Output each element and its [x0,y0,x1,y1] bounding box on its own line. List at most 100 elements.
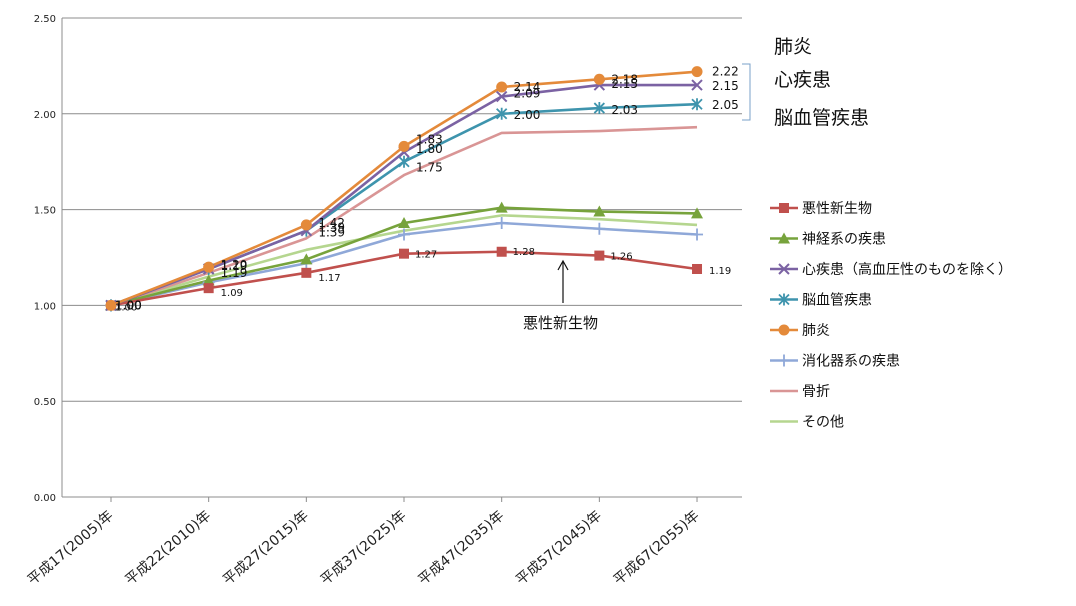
data-point [692,263,703,274]
x-tick-label: 平成67(2055)年 [611,508,703,589]
data-point [691,66,703,78]
data-label: 1.28 [513,247,535,258]
data-label: 1.00 [115,298,142,312]
data-point [399,248,410,259]
data-point [593,73,605,85]
legend-swatch-marker [778,293,790,306]
data-point [691,98,703,111]
data-point [691,228,704,241]
y-tick-label: 2.50 [34,14,56,25]
y-axis-ticks: 0.00 0.50 1.00 1.50 2.00 2.50 [34,14,56,504]
legend-label: 肺炎 [802,323,830,339]
data-label: 1.00 [115,298,142,312]
data-point [495,90,508,103]
x-tick-label: 平成27(2015)年 [220,508,312,589]
group-label-heart-disease: 心疾患 [774,69,831,91]
legend-label: その他 [802,415,844,431]
x-axis-ticks: 平成17(2005)年 平成22(2010)年 平成27(2015)年 平成37(20… [25,508,703,589]
data-label: 1.19 [221,259,248,273]
data-point [495,201,508,213]
y-tick-label: 0.00 [34,493,56,504]
series-markers [105,66,704,312]
data-label: 1.26 [610,252,632,263]
data-point [496,246,507,257]
data-label: 1.42 [318,216,345,230]
data-point [203,261,215,273]
legend-label: 心疾患（高血圧性のものを除く） [802,261,1012,278]
data-label: 1.00 [115,298,142,312]
legend-swatch-marker [778,324,790,336]
data-label: 1.19 [709,266,731,277]
axes [61,18,742,502]
data-label: 1.83 [416,132,443,146]
data-point [593,205,606,217]
data-label: 2.18 [611,72,638,86]
data-point [495,217,508,230]
data-point [300,219,312,231]
series-lines [110,70,698,307]
data-point [496,107,508,120]
data-label: 1.20 [221,258,248,272]
data-label: 1.19 [221,266,248,280]
annotations: 肺炎 心疾患 脳血管疾患 悪性新生物 [523,36,869,332]
x-tick-label: 平成37(2025)年 [318,508,410,589]
data-label: 2.09 [514,87,541,101]
data-label: 1.80 [416,142,443,156]
data-point [594,250,605,261]
data-label: 2.15 [611,77,638,91]
x-tick-label: 平成57(2045)年 [513,508,605,589]
data-point [398,140,410,152]
data-point [105,299,117,311]
legend-swatch-marker [778,232,790,244]
legend-swatch-marker [779,203,789,213]
data-label: 2.05 [712,98,739,112]
legend-label: 神経系の疾患 [802,232,886,248]
data-point [496,81,508,93]
x-tick-label: 平成22(2010)年 [122,508,214,589]
legend-swatch-marker [778,354,790,367]
data-label: 2.15 [712,79,739,93]
data-label: 1.39 [318,221,345,235]
data-label: 2.22 [712,65,739,79]
legend-swatch-marker [778,263,790,275]
legend-label: 悪性新生物 [802,201,872,217]
data-point [203,283,214,294]
group-label-pneumonia: 肺炎 [774,36,812,58]
legend-label: 脳血管疾患 [802,293,872,309]
data-point [398,228,411,241]
group-label-cerebrovascular: 脳血管疾患 [774,107,869,129]
data-point [301,267,312,278]
data-point [593,222,606,235]
y-tick-label: 2.00 [34,110,56,121]
annotation-label-malignant: 悪性新生物 [523,314,598,332]
data-label: 1.17 [318,273,340,284]
data-point [691,79,703,91]
data-labels: 1.001.091.171.27 1.28 1.261.191.001.191.39… [115,65,739,314]
legend-label: 消化器系の疾患 [802,354,900,370]
data-point [300,253,313,265]
data-point [398,217,411,229]
x-tick-label: 平成17(2005)年 [25,508,117,589]
series-line [110,83,698,307]
data-point [593,102,605,115]
annotation-arrowhead [557,259,569,271]
data-label: 2.03 [611,103,638,117]
y-tick-label: 1.50 [34,206,56,217]
data-point [691,207,704,219]
legend-label: 骨折 [802,384,830,400]
data-label: 1.27 [415,250,437,261]
y-tick-label: 1.00 [34,301,56,312]
y-tick-label: 0.50 [34,397,56,408]
data-point [398,155,410,168]
data-point [202,274,215,286]
data-label: 1.09 [221,288,243,299]
data-label: 1.39 [318,226,345,240]
data-label: 2.00 [514,108,541,122]
data-label: 2.14 [514,80,541,94]
data-label: 1.75 [416,161,443,175]
data-label: 1.00 [115,302,137,313]
x-tick-label: 平成47(2035)年 [415,508,507,589]
group-bracket [742,63,751,121]
